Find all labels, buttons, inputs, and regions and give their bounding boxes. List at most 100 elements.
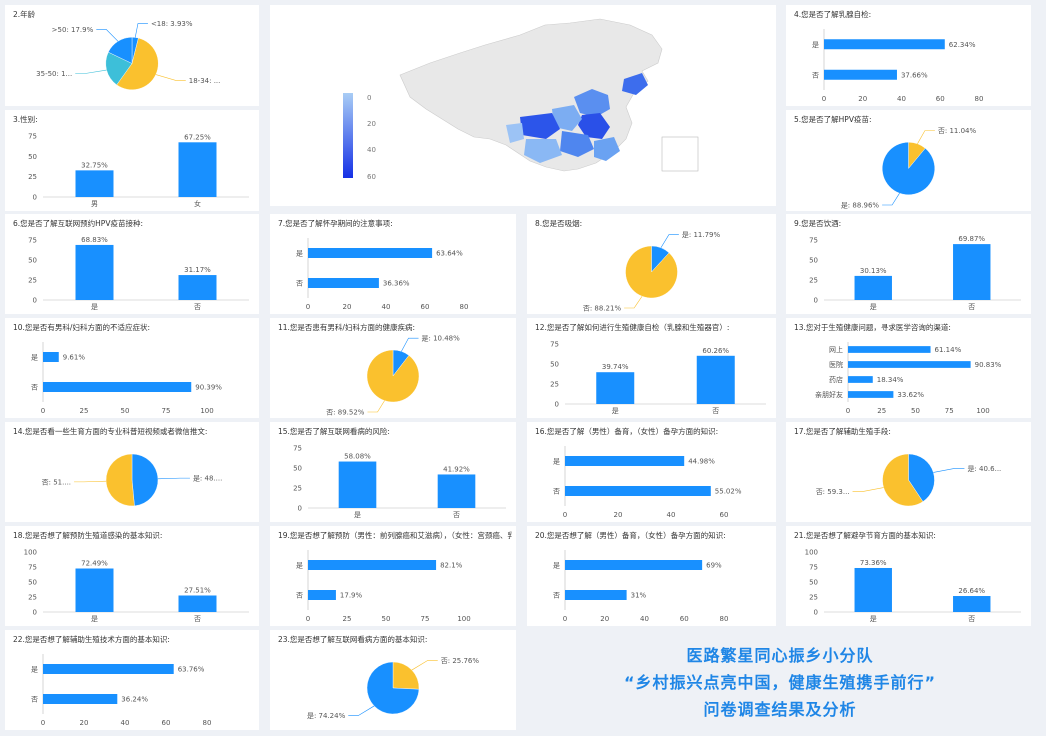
pie-label: <18: 3.93% (151, 20, 193, 28)
data-label: 69.87% (958, 235, 985, 243)
pie-label: 18-34: ... (189, 77, 221, 85)
data-label: 27.51% (184, 586, 211, 594)
pie-leader (157, 477, 190, 480)
data-label: 73.36% (860, 559, 887, 567)
y-tick-label: 50 (293, 465, 302, 473)
chart-svg: 是: 11.79% 否: 88.21% (583, 231, 721, 312)
pie-leader (852, 487, 884, 492)
y-tick-label: 否 (31, 696, 38, 704)
chart-panel-p12: 12.您是否了解如何进行生殖健康自检（乳腺和生殖器官）: 0 25 50 75 39.74… (527, 318, 776, 418)
bar (848, 391, 894, 398)
y-tick-label: 否 (296, 592, 303, 600)
bar (75, 244, 114, 300)
x-tick-label: 100 (976, 407, 989, 415)
chart-title: 3.性别: (13, 115, 38, 124)
pie-label: 是: 88.96% (841, 202, 880, 210)
x-tick-label: 是 (870, 615, 877, 623)
x-tick-label: 20 (343, 303, 352, 311)
bar (565, 456, 685, 466)
y-tick-label: 是 (812, 41, 819, 49)
chart-title: 16.您是否了解（男性）备育，（女性）备孕方面的知识: (535, 427, 719, 436)
pie-leader (624, 296, 643, 309)
bar (854, 275, 892, 300)
y-tick-label: 否 (296, 280, 303, 288)
x-tick-label: 40 (667, 511, 676, 519)
y-tick-label: 100 (805, 549, 818, 557)
x-tick-label: 20 (600, 615, 609, 623)
x-tick-label: 50 (382, 615, 391, 623)
map-region (524, 139, 562, 163)
chart-panel-p10: 10.您是否有男科/妇科方面的不适应症状: 0 25 50 75 100 9.61% 是 90.… (5, 318, 259, 418)
chart-panel-p11: 11.您是否患有男科/妇科方面的健康疾病: 是: 10.48% 否: 89.52% (270, 318, 516, 418)
chart-panel-p4: 4.您是否了解乳腺自检: 0 20 40 60 80 62.34% 是 37.66% 否 (786, 5, 1031, 106)
pie-leader (75, 69, 107, 74)
data-label: 68.83% (81, 236, 108, 244)
y-tick-label: 0 (33, 609, 37, 617)
data-label: 39.74% (602, 363, 629, 371)
x-tick-label: 100 (200, 407, 213, 415)
chart-title: 20.您是否想了解（男性）备育，（女性）备孕方面的知识: (535, 531, 726, 540)
banner: 医路繁星同心振乡小分队 “乡村振兴点亮中国，健康生殖携手前行” 问卷调查结果及分… (520, 642, 1040, 723)
data-label: 37.66% (901, 71, 928, 79)
chart-title: 23.您是否想了解互联网看病方面的基本知识: (278, 635, 428, 644)
y-tick-label: 25 (809, 277, 818, 285)
south-sea-inset (661, 136, 699, 172)
x-tick-label: 80 (720, 615, 729, 623)
x-tick-label: 20 (858, 95, 867, 103)
pie-label: 是: 74.24% (307, 712, 346, 720)
x-tick-label: 0 (41, 407, 45, 415)
pie-leader (660, 234, 679, 248)
chart-svg: 0 25 50 75 100 9.61% 是 90.39% 否 (31, 342, 222, 415)
chart-title: 7.您是否了解怀孕期间的注意事项: (278, 219, 393, 228)
x-tick-label: 是 (354, 511, 361, 519)
chart-title: 2.年龄 (13, 10, 36, 19)
pie-label: 是: 48.... (193, 475, 222, 483)
data-label: 18.34% (877, 376, 904, 384)
data-label: 62.34% (949, 41, 976, 49)
chart-title: 19.您是否想了解预防（男性：前列腺癌和艾滋病），（女性：宫颈癌、乳腺癌）: (278, 531, 512, 540)
data-label: 26.64% (958, 587, 985, 595)
y-tick-label: 是 (553, 458, 560, 466)
pie-slice (366, 661, 420, 715)
x-tick-label: 0 (822, 95, 826, 103)
data-label: 32.75% (81, 161, 108, 169)
bar (848, 346, 931, 353)
y-tick-label: 25 (550, 381, 559, 389)
pie-slice (882, 142, 935, 195)
chart-title: 21.您是否想了解避孕节育方面的基本知识: (794, 531, 936, 540)
pie-slice (131, 453, 159, 507)
chart-panel-p17: 17.您是否了解辅助生殖手段: 是: 40.6... 否: 59.3... (786, 422, 1031, 522)
chart-title: 13.您对于生殖健康问题，寻求医学咨询的渠道: (794, 323, 951, 332)
pie-leader (348, 705, 375, 716)
x-tick-label: 60 (936, 95, 945, 103)
x-tick-label: 40 (897, 95, 906, 103)
y-tick-label: 0 (33, 194, 37, 202)
x-tick-label: 25 (877, 407, 886, 415)
chart-svg: 0 25 50 75 100 61.14% 网上 90.83% 医院 18.34% 药店 33.62%… (815, 342, 1002, 415)
pie-leader (155, 74, 186, 81)
y-tick-label: 是 (31, 354, 38, 362)
y-tick-label: 75 (28, 564, 37, 572)
x-tick-label: 否 (194, 615, 201, 623)
pie-label: 否: 51.... (42, 478, 71, 486)
x-tick-label: 60 (680, 615, 689, 623)
chart-title: 22.您是否想了解辅助生殖技术方面的基本知识: (13, 635, 170, 644)
chart-svg: 0 25 50 75 39.74% 是 60.26% 否 (550, 341, 766, 415)
x-tick-label: 0 (846, 407, 850, 415)
x-tick-label: 25 (343, 615, 352, 623)
pie-slice (882, 453, 924, 507)
data-label: 30.13% (860, 267, 887, 275)
y-tick-label: 75 (809, 237, 818, 245)
x-tick-label: 否 (712, 407, 719, 415)
y-tick-label: 否 (812, 71, 819, 79)
china-map: 0 20 40 60 (343, 18, 699, 181)
map-region (594, 137, 620, 161)
x-tick-label: 40 (121, 719, 130, 727)
pie-slice (108, 37, 133, 64)
y-tick-label: 否 (553, 488, 560, 496)
bar (43, 664, 174, 674)
chart-svg: 0 25 50 75 100 72.49% 是 27.51% 否 (24, 549, 249, 623)
chart-title: 10.您是否有男科/妇科方面的不适应症状: (13, 323, 150, 332)
bar (824, 39, 945, 50)
x-tick-label: 0 (563, 511, 567, 519)
